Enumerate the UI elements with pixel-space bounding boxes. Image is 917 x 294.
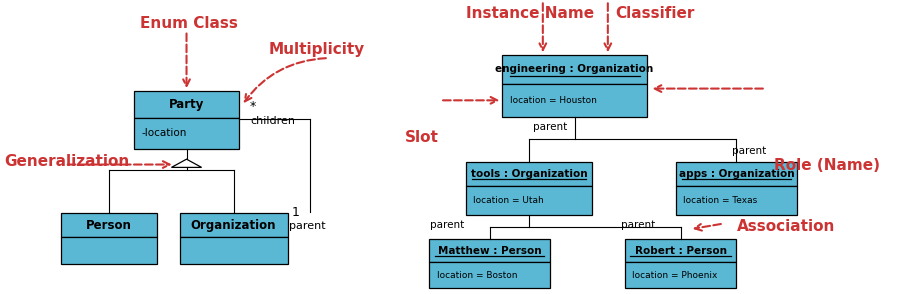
Bar — [134, 91, 239, 118]
Text: Enum Class: Enum Class — [140, 16, 238, 31]
Text: Instance Name: Instance Name — [466, 6, 594, 21]
Bar — [429, 239, 550, 262]
Text: Matthew : Person: Matthew : Person — [437, 245, 541, 255]
Bar — [503, 55, 646, 83]
Text: parent: parent — [534, 122, 568, 132]
Text: *: * — [250, 100, 257, 113]
Bar — [61, 237, 157, 264]
Text: -location: -location — [141, 128, 187, 138]
Text: Robert : Person: Robert : Person — [635, 245, 726, 255]
Text: parent: parent — [430, 220, 464, 230]
Text: Classifier: Classifier — [615, 6, 695, 21]
Text: Party: Party — [169, 98, 204, 111]
Bar — [429, 262, 550, 288]
Bar — [676, 162, 797, 186]
Bar — [624, 239, 736, 262]
Bar — [624, 262, 736, 288]
Text: location = Houston: location = Houston — [510, 96, 597, 105]
Text: parent: parent — [732, 146, 766, 156]
Text: 1: 1 — [293, 206, 300, 219]
Text: Role (Name): Role (Name) — [774, 158, 880, 173]
Text: Organization: Organization — [191, 218, 276, 232]
Text: location = Utah: location = Utah — [473, 196, 544, 205]
Text: Slot: Slot — [404, 129, 438, 145]
Bar — [676, 186, 797, 215]
Bar — [503, 83, 646, 117]
Text: engineering : Organization: engineering : Organization — [495, 64, 654, 74]
Text: tools : Organization: tools : Organization — [470, 169, 587, 179]
Text: location = Texas: location = Texas — [683, 196, 757, 205]
Text: location = Phoenix: location = Phoenix — [632, 270, 718, 280]
Bar — [61, 213, 157, 237]
Text: parent: parent — [290, 221, 326, 231]
Text: Association: Association — [737, 219, 835, 234]
Text: children: children — [250, 116, 295, 126]
Text: Generalization: Generalization — [5, 154, 129, 169]
Text: parent: parent — [621, 220, 656, 230]
Text: apps : Organization: apps : Organization — [679, 169, 794, 179]
Bar — [466, 162, 592, 186]
Polygon shape — [171, 159, 202, 167]
Bar — [466, 186, 592, 215]
Bar — [180, 213, 288, 237]
Bar — [180, 237, 288, 264]
Text: Person: Person — [86, 218, 132, 232]
Text: location = Boston: location = Boston — [436, 270, 517, 280]
Bar — [134, 118, 239, 149]
Text: Multiplicity: Multiplicity — [269, 42, 365, 57]
